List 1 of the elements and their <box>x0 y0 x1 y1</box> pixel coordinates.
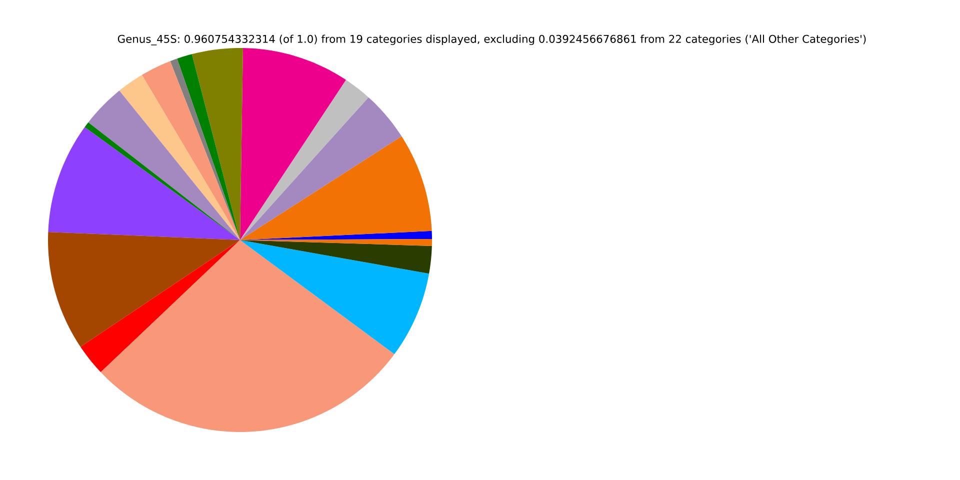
text: Genus_45S: 0.960754332314 (of 1.0) from 19 categories displayed, excluding 0.0392456676861 from 22 categories ('All Other Categories') <box>118 34 866 46</box>
